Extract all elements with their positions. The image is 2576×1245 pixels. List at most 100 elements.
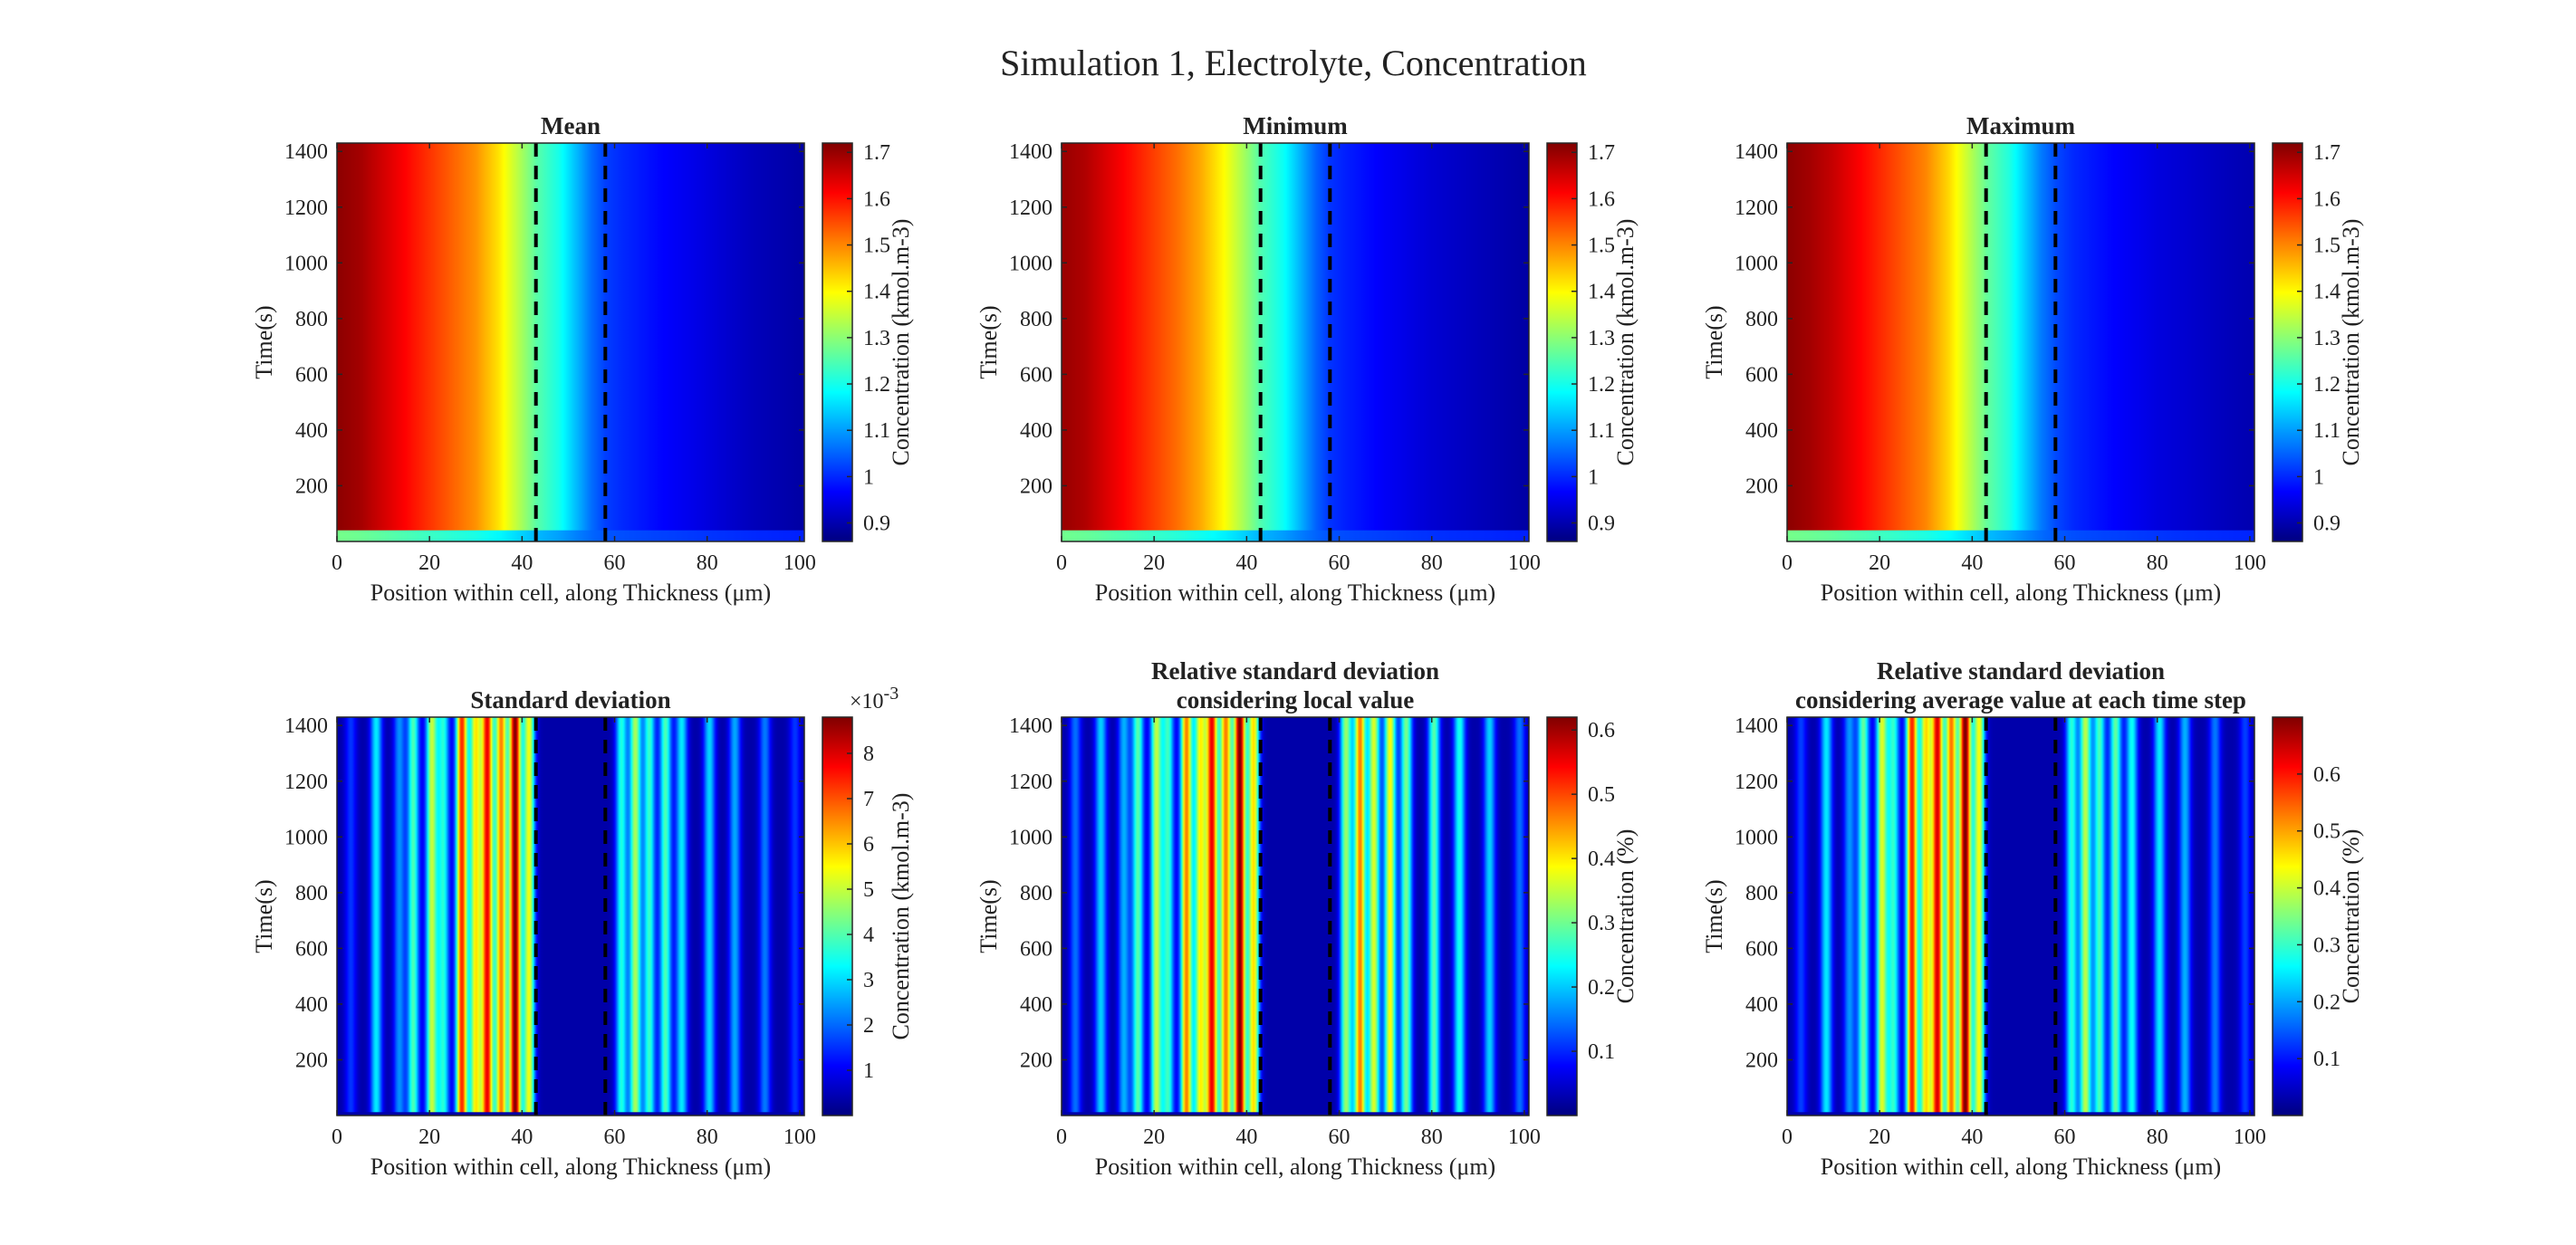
y-tick-label: 400 (1745, 419, 1778, 443)
colorbar-tick-label: 1 (863, 1059, 874, 1083)
y-tick-label: 1400 (1735, 714, 1778, 738)
figure-title: Simulation 1, Electrolyte, Concentration (1000, 43, 1587, 83)
y-tick-label: 1400 (284, 714, 328, 738)
plot-area-border (336, 716, 805, 1116)
colorbar-tick-label: 0.3 (2313, 934, 2341, 957)
colorbar-label: Concentration (%) (2338, 829, 2364, 1004)
colorbar-gradient (2272, 716, 2303, 1116)
colorbar-tick-label: 1.2 (863, 373, 890, 397)
y-tick-label: 1200 (1735, 771, 1778, 794)
y-axis-label: Time(s) (976, 879, 1002, 953)
x-tick-label: 80 (2147, 551, 2168, 575)
colorbar-tick-label: 0.1 (2313, 1048, 2341, 1071)
x-tick-label: 40 (1961, 551, 1983, 575)
colorbar-tick-label: 0.4 (1588, 848, 1615, 871)
colorbar-tick-label: 0.9 (1588, 512, 1615, 536)
colorbar-multiplier: ×10-3 (850, 684, 899, 713)
colorbar-tick-label: 1.4 (1588, 281, 1615, 304)
colorbar-tick-label: 1.5 (1588, 235, 1615, 258)
plot-area-border (1786, 142, 2255, 542)
panel-title: Mean (541, 112, 601, 139)
colorbar-tick-label: 1.1 (1588, 419, 1615, 443)
colorbar-tick-label: 1.4 (863, 281, 890, 304)
heatmap-image (1062, 143, 1529, 541)
x-tick-label: 100 (1508, 551, 1541, 575)
plot-area-border (336, 142, 805, 542)
colorbar-tick-label: 0.5 (2313, 820, 2341, 844)
plot-area-border (1786, 716, 2255, 1116)
colorbar-tick-label: 1.3 (2313, 327, 2341, 350)
y-tick-label: 1000 (1009, 252, 1053, 275)
colorbar-tick-label: 4 (863, 924, 874, 947)
x-tick-label: 0 (332, 551, 342, 575)
x-tick-label: 100 (1508, 1125, 1541, 1149)
colorbar-gradient (822, 142, 853, 542)
colorbar-tick-label: 1.7 (1588, 141, 1615, 165)
colorbar: 0.9 1 1.1 1.2 1.3 1.4 1.5 1.6 1.7 Concentration (… (2272, 141, 2364, 542)
y-tick-label: 1200 (1009, 771, 1053, 794)
colorbar-gradient (822, 716, 853, 1116)
colorbar-tick-label: 1.4 (2313, 281, 2341, 304)
x-tick-label: 100 (783, 551, 816, 575)
x-axis-label: Position within cell, along Thickness (μ… (1821, 1154, 2221, 1180)
x-tick-label: 60 (604, 1125, 626, 1149)
x-axis-label: Position within cell, along Thickness (μ… (370, 579, 771, 606)
colorbar-tick-label: 1.1 (2313, 419, 2341, 443)
colorbar-tick-label: 2 (863, 1014, 874, 1038)
x-tick-label: 100 (2234, 1125, 2266, 1149)
x-tick-label: 60 (604, 551, 626, 575)
initial-transient-band (1062, 530, 1529, 541)
y-tick-label: 1400 (1009, 140, 1053, 164)
x-tick-label: 20 (1143, 1125, 1165, 1149)
colorbar-tick-label: 0.9 (2313, 512, 2341, 536)
heatmap-image (337, 717, 804, 1116)
initial-transient-band (1787, 1112, 2254, 1116)
x-tick-label: 80 (2147, 1125, 2168, 1149)
initial-transient-band (1062, 1112, 1529, 1116)
colorbar: 0.1 0.2 0.3 0.4 0.5 0.6 Concentration (%) (2272, 716, 2364, 1116)
x-tick-label: 60 (2054, 551, 2076, 575)
x-tick-label: 80 (697, 551, 718, 575)
y-tick-label: 1200 (284, 771, 328, 794)
heatmap-panel-2: 0 20 40 60 80 100 200 400 600 800 1000 1200 1400 Posi… (976, 112, 1639, 606)
heatmap-image (337, 143, 804, 541)
heatmap-panel-6: 0 20 40 60 80 100 200 400 600 800 1000 1200 1400 Posi… (1701, 657, 2364, 1180)
heatmap-image (1787, 717, 2254, 1116)
y-tick-label: 800 (1745, 882, 1778, 905)
x-tick-label: 40 (1961, 1125, 1983, 1149)
y-tick-label: 400 (1020, 419, 1053, 443)
colorbar-tick-label: 1.7 (863, 141, 890, 165)
x-tick-label: 40 (511, 1125, 533, 1149)
y-tick-label: 800 (1020, 308, 1053, 331)
panel-title: Maximum (1966, 112, 2075, 139)
y-tick-label: 200 (1745, 474, 1778, 498)
y-tick-label: 200 (1020, 1049, 1053, 1072)
colorbar-tick-label: 0.2 (1588, 976, 1615, 1000)
y-axis-label: Time(s) (976, 305, 1002, 378)
y-tick-label: 800 (295, 882, 328, 905)
heatmap-image (1787, 143, 2254, 541)
colorbar-tick-label: 1.2 (1588, 373, 1615, 397)
y-tick-label: 600 (1745, 363, 1778, 387)
colorbar-tick-label: 1.5 (2313, 235, 2341, 258)
y-tick-label: 1400 (284, 140, 328, 164)
y-tick-label: 800 (1020, 882, 1053, 905)
x-axis-label: Position within cell, along Thickness (μ… (1095, 579, 1495, 606)
y-tick-label: 400 (1745, 993, 1778, 1017)
y-tick-label: 1000 (1735, 826, 1778, 849)
y-tick-label: 400 (1020, 993, 1053, 1017)
plot-area-border (1061, 142, 1530, 542)
y-tick-label: 1200 (1009, 196, 1053, 220)
x-axis-label: Position within cell, along Thickness (μ… (1095, 1154, 1495, 1180)
initial-transient-band (337, 530, 804, 541)
x-axis-label: Position within cell, along Thickness (μ… (370, 1154, 771, 1180)
colorbar-tick-label: 0.9 (863, 512, 890, 536)
colorbar-gradient (2272, 142, 2303, 542)
y-tick-label: 1000 (1009, 826, 1053, 849)
x-axis-label: Position within cell, along Thickness (μ… (1821, 579, 2221, 606)
y-tick-label: 600 (1020, 937, 1053, 961)
initial-transient-band (337, 1112, 804, 1116)
colorbar: 0.9 1 1.1 1.2 1.3 1.4 1.5 1.6 1.7 Concentration (… (1546, 141, 1639, 542)
colorbar-tick-label: 1 (1588, 465, 1599, 489)
y-tick-label: 200 (1745, 1049, 1778, 1072)
